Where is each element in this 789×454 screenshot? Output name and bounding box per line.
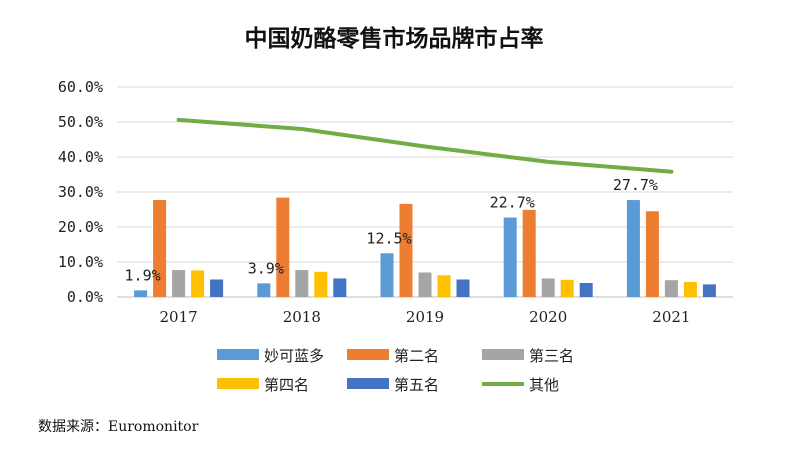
x-tick-label: 2017 (160, 308, 198, 326)
y-tick-label: 10.0% (58, 253, 103, 271)
x-tick-label: 2021 (652, 308, 690, 326)
x-tick-label: 2018 (283, 308, 321, 326)
bar (579, 283, 593, 297)
bar (541, 278, 555, 297)
bar (210, 279, 224, 297)
series-line-other (176, 117, 674, 174)
chart-title: 中国奶酪零售市场品牌市占率 (245, 25, 544, 52)
bar (153, 200, 167, 297)
data-label: 12.5% (366, 229, 411, 247)
bar (276, 197, 290, 297)
bar (399, 203, 413, 297)
legend-label: 第四名 (264, 376, 309, 394)
bar (645, 211, 659, 297)
legend-label: 第三名 (529, 347, 574, 365)
legend-swatch (217, 378, 259, 389)
y-tick-label: 60.0% (58, 78, 103, 96)
data-label: 22.7% (490, 194, 535, 212)
bar (257, 283, 271, 297)
bar (380, 253, 394, 297)
data-label: 27.7% (613, 176, 658, 194)
y-tick-label: 50.0% (58, 113, 103, 131)
bar (503, 217, 517, 297)
bar (456, 279, 470, 297)
x-tick-label: 2019 (406, 308, 444, 326)
legend-label: 妙可蓝多 (264, 347, 324, 365)
legend-swatch (347, 349, 389, 360)
legend-label: 其他 (529, 376, 559, 394)
bar (134, 290, 148, 297)
bar (560, 279, 574, 297)
bar (418, 272, 432, 297)
legend-swatch (217, 349, 259, 360)
bar (191, 270, 205, 297)
x-tick-label: 2020 (529, 308, 567, 326)
y-tick-label: 20.0% (58, 218, 103, 236)
legend-swatch (482, 349, 524, 360)
bar (522, 209, 536, 297)
data-label: 1.9% (125, 266, 161, 284)
bar (314, 271, 328, 297)
bar (333, 278, 347, 297)
bar (702, 284, 716, 297)
source-note: 数据来源：Euromonitor (38, 419, 199, 435)
bar (626, 200, 640, 297)
legend-label: 第五名 (394, 376, 439, 394)
bar (664, 280, 678, 297)
bar (437, 275, 451, 297)
bar (683, 281, 697, 297)
y-tick-label: 0.0% (67, 288, 103, 306)
bar (295, 270, 309, 297)
y-tick-label: 40.0% (58, 148, 103, 166)
y-tick-label: 30.0% (58, 183, 103, 201)
data-label: 3.9% (248, 259, 284, 277)
legend-swatch (347, 378, 389, 389)
legend-label: 第二名 (394, 347, 439, 365)
bar (172, 270, 186, 297)
